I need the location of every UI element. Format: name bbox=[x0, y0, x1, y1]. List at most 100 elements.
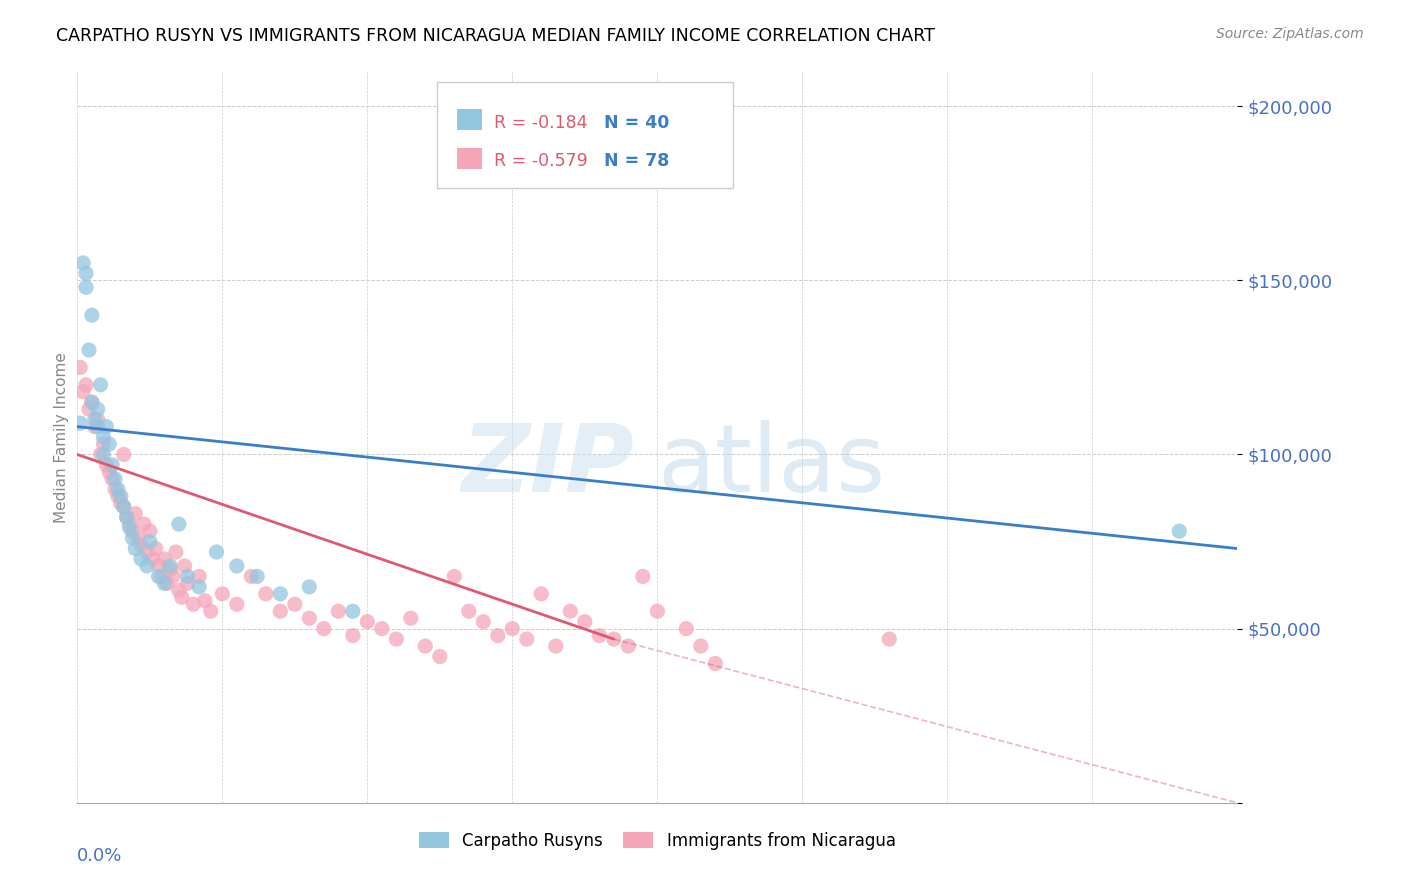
Point bbox=[516, 632, 538, 646]
Point bbox=[83, 419, 105, 434]
Text: R = -0.579: R = -0.579 bbox=[494, 153, 588, 170]
Point bbox=[150, 569, 173, 583]
Point bbox=[165, 545, 187, 559]
Point bbox=[142, 552, 165, 566]
Point bbox=[112, 448, 135, 462]
Point bbox=[104, 483, 127, 497]
Point bbox=[544, 639, 567, 653]
Point bbox=[225, 597, 247, 611]
Point bbox=[159, 558, 181, 573]
Point bbox=[115, 510, 138, 524]
Point bbox=[312, 622, 335, 636]
Point bbox=[371, 622, 394, 636]
Point bbox=[127, 531, 149, 545]
Point bbox=[877, 632, 901, 646]
Point bbox=[188, 569, 211, 583]
Point bbox=[80, 395, 103, 409]
Point bbox=[443, 569, 465, 583]
Point bbox=[530, 587, 553, 601]
Point bbox=[101, 458, 124, 472]
Point bbox=[69, 416, 91, 430]
Point bbox=[675, 622, 697, 636]
Text: N = 78: N = 78 bbox=[605, 153, 669, 170]
Point bbox=[156, 576, 179, 591]
Point bbox=[298, 611, 321, 625]
Point bbox=[72, 256, 94, 270]
Point bbox=[356, 615, 378, 629]
Point bbox=[254, 587, 277, 601]
Point bbox=[136, 558, 159, 573]
Text: CARPATHO RUSYN VS IMMIGRANTS FROM NICARAGUA MEDIAN FAMILY INCOME CORRELATION CHA: CARPATHO RUSYN VS IMMIGRANTS FROM NICARA… bbox=[56, 27, 935, 45]
Point bbox=[90, 448, 111, 462]
Point bbox=[80, 395, 103, 409]
Point bbox=[647, 604, 669, 618]
Point bbox=[588, 629, 610, 643]
Point bbox=[385, 632, 408, 646]
Point bbox=[188, 580, 211, 594]
Point bbox=[413, 639, 436, 653]
Point bbox=[148, 569, 170, 583]
Point bbox=[101, 472, 124, 486]
Point bbox=[246, 569, 269, 583]
Point bbox=[501, 622, 523, 636]
Point bbox=[176, 569, 198, 583]
Point bbox=[139, 524, 162, 538]
Point bbox=[560, 604, 582, 618]
Point bbox=[124, 541, 146, 556]
Point bbox=[704, 657, 727, 671]
Point bbox=[603, 632, 626, 646]
Point bbox=[124, 507, 146, 521]
Point bbox=[69, 360, 91, 375]
Point bbox=[176, 576, 198, 591]
Point bbox=[162, 569, 184, 583]
Point bbox=[617, 639, 640, 653]
Point bbox=[93, 448, 115, 462]
Point bbox=[72, 384, 94, 399]
Text: R = -0.184: R = -0.184 bbox=[494, 113, 588, 131]
Text: ZIP: ZIP bbox=[461, 420, 634, 512]
Point bbox=[269, 604, 291, 618]
Point bbox=[121, 531, 143, 545]
Point bbox=[170, 591, 193, 605]
Point bbox=[225, 558, 247, 573]
Point bbox=[129, 552, 152, 566]
Point bbox=[631, 569, 654, 583]
Point bbox=[121, 524, 143, 538]
Point bbox=[112, 500, 135, 514]
Point bbox=[90, 377, 111, 392]
Y-axis label: Median Family Income: Median Family Income bbox=[53, 351, 69, 523]
Legend: Carpatho Rusyns, Immigrants from Nicaragua: Carpatho Rusyns, Immigrants from Nicarag… bbox=[412, 825, 903, 856]
Point bbox=[205, 545, 228, 559]
Point bbox=[80, 308, 103, 322]
Point bbox=[96, 419, 118, 434]
Point bbox=[83, 412, 105, 426]
Point bbox=[77, 343, 100, 357]
Point bbox=[93, 430, 115, 444]
Point bbox=[118, 517, 141, 532]
Point bbox=[98, 465, 121, 479]
Point bbox=[269, 587, 291, 601]
Point bbox=[96, 458, 118, 472]
Point bbox=[284, 597, 307, 611]
Point bbox=[98, 437, 121, 451]
FancyBboxPatch shape bbox=[457, 148, 482, 169]
Point bbox=[75, 377, 97, 392]
Point bbox=[107, 489, 129, 503]
Point bbox=[159, 562, 181, 576]
Point bbox=[211, 587, 233, 601]
Point bbox=[167, 583, 190, 598]
Point bbox=[167, 517, 190, 532]
Point bbox=[136, 545, 159, 559]
Point bbox=[1168, 524, 1191, 538]
Text: atlas: atlas bbox=[658, 420, 886, 512]
Point bbox=[457, 604, 479, 618]
Point bbox=[75, 280, 97, 294]
FancyBboxPatch shape bbox=[437, 82, 733, 188]
Text: N = 40: N = 40 bbox=[605, 113, 669, 131]
Point bbox=[429, 649, 451, 664]
Point bbox=[342, 629, 364, 643]
Point bbox=[86, 412, 108, 426]
Point bbox=[240, 569, 263, 583]
Point bbox=[173, 558, 195, 573]
Point bbox=[153, 552, 176, 566]
